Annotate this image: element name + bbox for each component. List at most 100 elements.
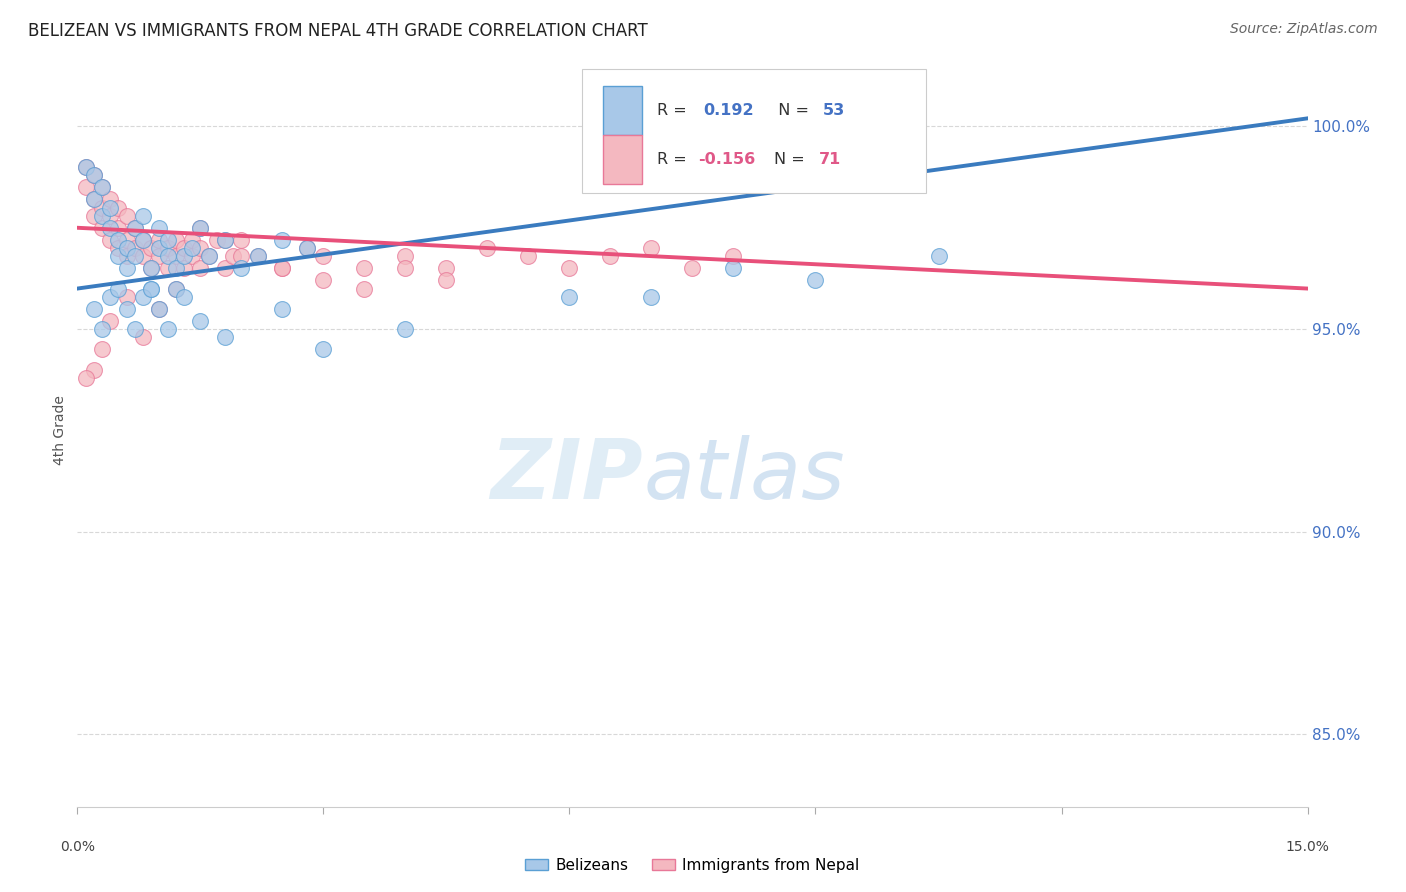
Point	[90, 209, 114, 223]
Point	[124, 322, 146, 336]
Point	[394, 249, 416, 263]
Point	[436, 273, 458, 287]
Point	[394, 322, 416, 336]
Point	[723, 249, 745, 263]
Text: N =: N =	[768, 103, 814, 118]
Point	[558, 261, 581, 276]
Point	[312, 273, 335, 287]
Point	[132, 290, 155, 304]
Point	[90, 180, 114, 194]
Point	[271, 261, 294, 276]
Point	[599, 249, 621, 263]
Point	[181, 249, 204, 263]
Point	[214, 330, 236, 344]
Text: 0.192: 0.192	[703, 103, 754, 118]
Point	[353, 281, 375, 295]
Point	[188, 220, 212, 235]
Point	[107, 220, 129, 235]
Point	[156, 261, 179, 276]
Point	[98, 201, 121, 215]
Point	[115, 233, 138, 247]
Point	[124, 241, 146, 255]
Point	[107, 233, 129, 247]
Point	[148, 249, 170, 263]
Point	[90, 322, 114, 336]
Point	[141, 281, 163, 295]
Point	[83, 362, 105, 376]
Point	[394, 261, 416, 276]
Text: atlas: atlas	[644, 435, 845, 516]
Point	[222, 249, 245, 263]
Point	[115, 209, 138, 223]
Point	[83, 193, 105, 207]
Point	[148, 233, 170, 247]
Point	[132, 209, 155, 223]
Point	[231, 249, 253, 263]
Point	[132, 249, 155, 263]
Point	[312, 249, 335, 263]
Point	[928, 249, 950, 263]
Point	[271, 261, 294, 276]
Point	[98, 290, 121, 304]
Point	[124, 249, 146, 263]
Point	[141, 261, 163, 276]
Point	[271, 233, 294, 247]
Point	[517, 249, 540, 263]
Text: -0.156: -0.156	[699, 152, 756, 167]
Point	[181, 241, 204, 255]
Point	[83, 193, 105, 207]
Text: 0.0%: 0.0%	[60, 839, 94, 854]
Point	[115, 249, 138, 263]
Point	[173, 241, 195, 255]
Point	[173, 261, 195, 276]
Point	[197, 249, 219, 263]
Point	[156, 322, 179, 336]
Point	[148, 301, 170, 316]
Point	[271, 301, 294, 316]
Point	[107, 249, 129, 263]
Point	[90, 201, 114, 215]
Point	[141, 241, 163, 255]
Point	[83, 209, 105, 223]
FancyBboxPatch shape	[582, 69, 927, 193]
Point	[173, 249, 195, 263]
Point	[141, 261, 163, 276]
Point	[312, 343, 335, 357]
Point	[115, 301, 138, 316]
Point	[124, 220, 146, 235]
Point	[477, 241, 499, 255]
Point	[98, 209, 121, 223]
Point	[246, 249, 269, 263]
Point	[804, 273, 827, 287]
Point	[98, 193, 121, 207]
Point	[90, 180, 114, 194]
Point	[640, 290, 662, 304]
Point	[188, 241, 212, 255]
Point	[640, 241, 662, 255]
Point	[165, 233, 187, 247]
Point	[188, 220, 212, 235]
Point	[107, 281, 129, 295]
Point	[165, 261, 187, 276]
Point	[188, 314, 212, 328]
Point	[156, 241, 179, 255]
Point	[148, 301, 170, 316]
Point	[295, 241, 318, 255]
Legend: Belizeans, Immigrants from Nepal: Belizeans, Immigrants from Nepal	[519, 852, 866, 879]
Point	[98, 314, 121, 328]
Point	[132, 233, 155, 247]
Point	[132, 330, 155, 344]
Text: Source: ZipAtlas.com: Source: ZipAtlas.com	[1230, 22, 1378, 37]
Point	[115, 290, 138, 304]
Point	[682, 261, 704, 276]
Point	[90, 343, 114, 357]
Point	[156, 233, 179, 247]
Text: BELIZEAN VS IMMIGRANTS FROM NEPAL 4TH GRADE CORRELATION CHART: BELIZEAN VS IMMIGRANTS FROM NEPAL 4TH GR…	[28, 22, 648, 40]
Point	[165, 281, 187, 295]
Point	[173, 290, 195, 304]
Text: R =: R =	[657, 103, 697, 118]
Point	[156, 249, 179, 263]
Point	[214, 233, 236, 247]
Point	[75, 180, 97, 194]
Point	[90, 220, 114, 235]
